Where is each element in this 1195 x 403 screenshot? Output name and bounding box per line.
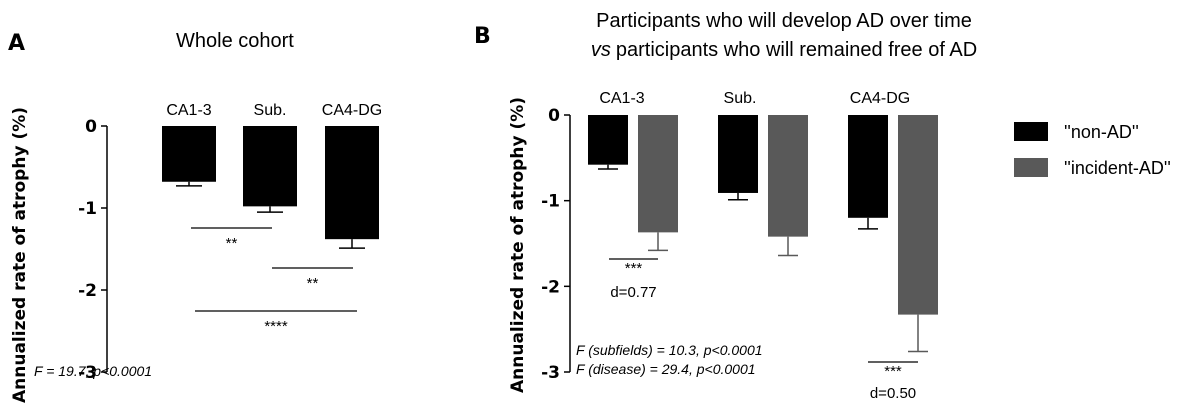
- panel-a-significance-stars: **: [307, 275, 319, 292]
- panel-b-bar-ca1-3-incident-ad: [638, 115, 678, 233]
- panel-label-b: B: [474, 24, 491, 49]
- panel-a-category-label: CA1-3: [166, 102, 211, 119]
- panel-a-bar-ca4-dg: [325, 126, 379, 240]
- panel-b-y-tick-label: -3: [541, 363, 560, 383]
- panel-b-y-tick-label: 0: [548, 106, 560, 126]
- panel-b-significance-stars: ***: [625, 260, 643, 277]
- panel-a-y-tick-label: -2: [78, 281, 97, 301]
- panel-b-category-label: CA1-3: [599, 90, 644, 107]
- panel-a-y-tick-label: -3: [78, 363, 97, 383]
- panel-b-stat-subfields: F (subfields) = 10.3, p<0.0001: [576, 342, 763, 358]
- panel-b-bar-ca4-dg-non-ad: [848, 115, 888, 218]
- legend-label-non-ad: ''non-AD'': [1064, 122, 1139, 142]
- legend: ''non-AD'' ''incident-AD'': [1014, 122, 1171, 178]
- panel-a-title: Whole cohort: [176, 30, 294, 52]
- panel-a-y-axis-label: Annualized rate of atrophy (%): [10, 107, 30, 403]
- panel-b-title: Participants who will develop AD over ti…: [596, 10, 972, 32]
- panel-b-subtitle: vs participants who will remained free of…: [591, 39, 977, 61]
- panel-a-stat-annotation: F = 19.7, p<0.0001: [34, 363, 152, 379]
- panel-b-significance-stars: ***: [884, 363, 902, 380]
- panel-b-subtitle-vs: vs: [591, 39, 611, 61]
- panel-a-y-tick-label: -1: [78, 199, 97, 219]
- panel-a-category-label: Sub.: [254, 102, 287, 119]
- legend-swatch-non-ad: [1014, 122, 1048, 141]
- panel-b: B Participants who will develop AD over …: [474, 10, 1171, 402]
- panel-b-bar-sub-incident-ad: [768, 115, 808, 237]
- legend-swatch-incident-ad: [1014, 158, 1048, 177]
- panel-a-significance-stars: ****: [264, 318, 288, 335]
- panel-a-significance-stars: **: [226, 235, 238, 252]
- panel-b-effect-size: d=0.50: [870, 385, 916, 402]
- legend-label-incident-ad: ''incident-AD'': [1064, 158, 1171, 178]
- panel-b-y-tick-label: -1: [541, 192, 560, 212]
- panel-b-effect-size: d=0.77: [610, 284, 656, 301]
- panel-label-a: A: [8, 31, 25, 56]
- panel-b-category-label: CA4-DG: [850, 90, 910, 107]
- panel-a: A Whole cohort Annualized rate of atroph…: [8, 30, 382, 403]
- panel-b-y-tick-label: -2: [541, 277, 560, 297]
- panel-b-y-axis-label: Annualized rate of atrophy (%): [508, 97, 528, 393]
- panel-b-bar-sub-non-ad: [718, 115, 758, 193]
- panel-b-bar-ca4-dg-incident-ad: [898, 115, 938, 315]
- panel-b-bar-ca1-3-non-ad: [588, 115, 628, 165]
- panel-a-bar-ca1-3: [162, 126, 216, 182]
- panel-b-stat-disease: F (disease) = 29.4, p<0.0001: [576, 361, 756, 377]
- panel-a-y-tick-label: 0: [85, 117, 97, 137]
- panel-a-category-label: CA4-DG: [322, 102, 382, 119]
- panel-b-subtitle-rest: participants who will remained free of A…: [616, 39, 977, 61]
- panel-a-bar-sub: [243, 126, 297, 207]
- panel-b-category-label: Sub.: [724, 90, 757, 107]
